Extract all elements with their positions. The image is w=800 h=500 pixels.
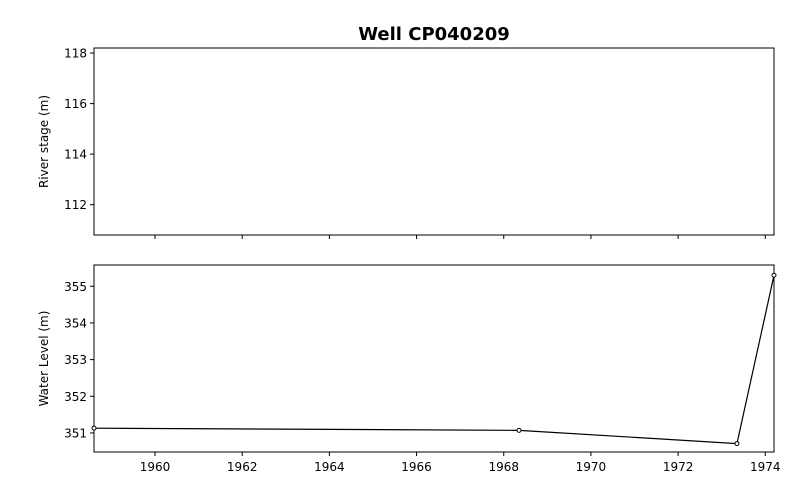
water-level-x-tick-label: 1960	[140, 460, 171, 474]
water-level-y-ticks: 351 352 353 354 355	[64, 280, 94, 440]
river-stage-y-tick-label: 118	[64, 47, 87, 61]
river-stage-x-ticks	[154, 235, 766, 239]
river-stage-y-tick-label: 114	[64, 148, 87, 162]
river-stage-plot-frame	[93, 47, 775, 236]
river-stage-panel: 112 114 116 118 River stage (m)	[37, 47, 775, 239]
water-level-x-tick-label: 1974	[750, 460, 781, 474]
water-level-y-tick-label: 351	[64, 426, 87, 440]
water-level-x-tick-label: 1962	[227, 460, 258, 474]
water-level-x-tick-label: 1964	[314, 460, 345, 474]
water-level-plot-frame	[93, 264, 775, 453]
water-level-data-point	[516, 427, 522, 433]
river-stage-y-tick-label: 116	[64, 97, 87, 111]
water-level-y-tick-label: 353	[64, 353, 87, 367]
water-level-y-axis-label: Water Level (m)	[37, 311, 51, 407]
river-stage-y-ticks: 112 114 116 118	[64, 47, 94, 212]
water-level-series-line	[93, 275, 775, 445]
water-level-data-point	[91, 425, 97, 431]
water-level-series	[91, 272, 777, 447]
water-level-panel: 351 352 353 354 355 1960 1962 1964 1966 1968 1970…	[37, 264, 781, 474]
water-level-x-tick-label: 1968	[488, 460, 519, 474]
chart-title: Well CP040209	[358, 24, 510, 45]
water-level-data-point	[734, 441, 740, 447]
water-level-y-tick-label: 354	[64, 316, 87, 330]
water-level-x-tick-label: 1970	[576, 460, 607, 474]
water-level-x-tick-label: 1966	[401, 460, 432, 474]
water-level-y-tick-label: 355	[64, 280, 87, 294]
water-level-y-tick-label: 352	[64, 390, 87, 404]
water-level-x-tick-label: 1972	[663, 460, 694, 474]
water-level-data-point	[771, 272, 777, 278]
river-stage-y-tick-label: 112	[64, 198, 87, 212]
water-level-x-ticks: 1960 1962 1964 1966 1968 1970 1972 1974	[140, 452, 781, 474]
river-stage-y-axis-label: River stage (m)	[37, 95, 51, 188]
